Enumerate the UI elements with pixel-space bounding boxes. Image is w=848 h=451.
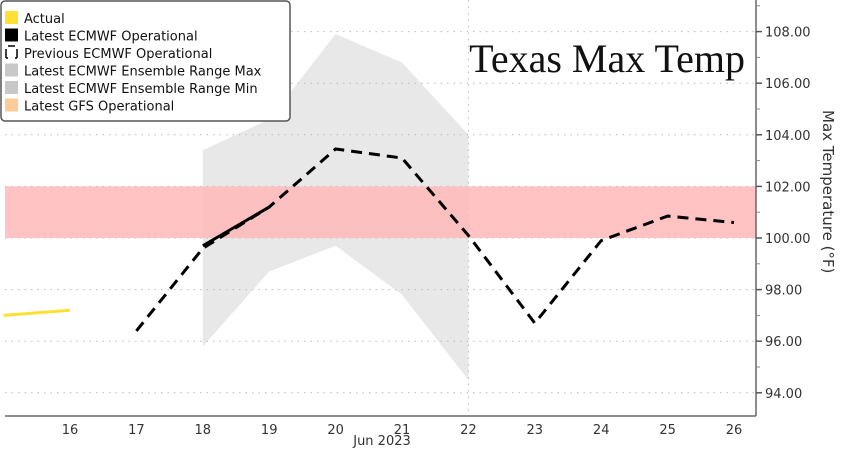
legend-label: Latest ECMWF Operational bbox=[24, 30, 198, 45]
legend-swatch bbox=[5, 81, 18, 94]
x-tick-label: 22 bbox=[460, 423, 477, 438]
legend-label: Latest GFS Operational bbox=[24, 100, 174, 115]
x-tick-label: 20 bbox=[327, 423, 344, 438]
x-axis-label: Jun 2023 bbox=[352, 434, 411, 449]
y-tick-label: 94.00 bbox=[765, 387, 802, 402]
legend-label: Latest ECMWF Ensemble Range Min bbox=[24, 82, 258, 97]
y-tick-label: 100.00 bbox=[765, 232, 811, 247]
y-tick-label: 96.00 bbox=[765, 335, 802, 350]
y-tick-label: 98.00 bbox=[765, 284, 802, 299]
legend-swatch bbox=[5, 28, 18, 42]
legend-box bbox=[0, 0, 291, 122]
legend-swatch bbox=[5, 45, 18, 59]
threshold-band bbox=[5, 186, 756, 238]
series-layer bbox=[3, 147, 735, 332]
x-tick-label: 24 bbox=[593, 423, 610, 438]
x-tick-label: 18 bbox=[195, 423, 212, 438]
x-tick-label: 25 bbox=[659, 423, 676, 438]
y-tick-label: 104.00 bbox=[765, 129, 811, 144]
x-tick-label: 21 bbox=[394, 423, 411, 438]
y-tick-label: 102.00 bbox=[765, 180, 811, 195]
legend-swatch bbox=[5, 63, 18, 77]
y-ticks: 94.00 96.00 98.00 100.00 102.00 104.00 106.00 1… bbox=[756, 5, 811, 402]
y-tick-label: 108.00 bbox=[765, 26, 811, 41]
x-tick-label: 17 bbox=[128, 423, 145, 438]
actual-line bbox=[3, 308, 71, 317]
legend-swatch bbox=[5, 11, 18, 24]
chart-title: Texas Max Temp bbox=[469, 36, 745, 81]
legend-label: Latest ECMWF Ensemble Range Max bbox=[24, 65, 262, 80]
y-tick-label: 106.00 bbox=[765, 77, 811, 92]
y-axis-label: Max Temperature (°F) bbox=[819, 110, 837, 273]
x-tick-label: 23 bbox=[527, 423, 544, 438]
legend: Actual Latest ECMWF Operational Previous E… bbox=[0, 0, 291, 122]
legend-swatch bbox=[5, 98, 18, 112]
legend-label: Actual bbox=[24, 12, 65, 27]
x-tick-label: 19 bbox=[261, 423, 278, 438]
x-tick-label: 26 bbox=[726, 423, 743, 438]
previous-ecmwf-line bbox=[135, 147, 735, 332]
x-ticks: 16 17 18 19 20 21 22 23 24 25 26 bbox=[62, 423, 743, 438]
x-tick-label: 16 bbox=[62, 423, 79, 438]
legend-label: Previous ECMWF Operational bbox=[24, 47, 212, 62]
